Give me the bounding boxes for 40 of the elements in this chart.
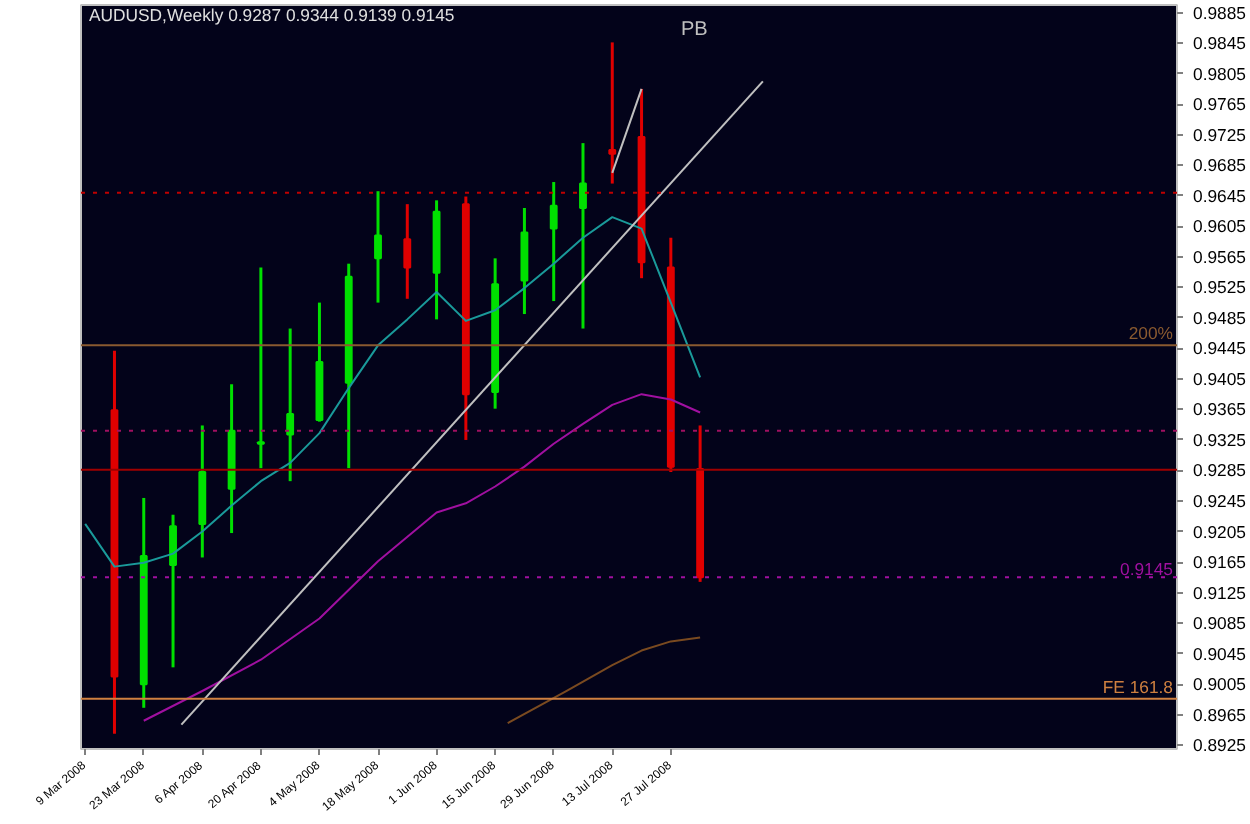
y-tick-label: 0.9685 (1193, 155, 1247, 176)
candlestick (256, 266, 265, 470)
y-tick-label: 0.9285 (1193, 460, 1247, 481)
y-tick-label: 0.8925 (1193, 735, 1247, 756)
ref-line-label: FE 161.8 (1102, 676, 1174, 697)
annotation: PB (681, 19, 709, 41)
y-tick-label: 0.9005 (1193, 674, 1247, 695)
y-tick-label: 0.9085 (1193, 613, 1247, 634)
y-tick-label: 0.9805 (1193, 63, 1247, 84)
candlestick (549, 180, 558, 303)
y-tick-label: 0.9325 (1193, 429, 1247, 450)
y-tick-label: 0.9445 (1193, 338, 1247, 359)
candlestick (169, 513, 177, 669)
y-tick-label: 0.9645 (1193, 185, 1247, 206)
line-series (506, 636, 702, 725)
y-tick-label: 0.9485 (1193, 307, 1247, 328)
candlestick (403, 202, 412, 301)
y-tick-label: 0.9165 (1193, 552, 1247, 573)
y-tick-label: 0.9605 (1193, 216, 1247, 237)
candlestick (374, 189, 382, 305)
line-series (84, 216, 702, 568)
y-tick-label: 0.9885 (1193, 2, 1247, 23)
candlestick (608, 40, 617, 186)
y-tick-label: 0.9565 (1193, 246, 1247, 267)
y-tick-label: 0.9765 (1193, 94, 1247, 115)
candlestick (286, 327, 295, 483)
candlestick (579, 141, 587, 331)
y-tick-label: 0.8965 (1193, 704, 1247, 725)
y-tick-label: 0.9245 (1193, 491, 1247, 511)
y-tick-label: 0.9405 (1193, 368, 1247, 389)
y-tick-label: 0.9045 (1193, 643, 1247, 664)
y-tick-label: 0.9845 (1193, 33, 1247, 54)
chart-title: AUDUSD,Weekly 0.9287 0.9344 0.9139 0.9145 (89, 5, 455, 25)
y-tick-label: 0.9125 (1193, 582, 1247, 603)
ref-line-label: 0.9145 (1120, 559, 1174, 580)
y-tick-label: 0.9205 (1193, 521, 1247, 542)
y-tick-label: 0.9525 (1193, 277, 1247, 298)
y-tick-label: 0.9725 (1193, 124, 1247, 145)
y-tick-label: 0.9365 (1193, 399, 1247, 420)
annotation: 200% (1128, 323, 1174, 344)
